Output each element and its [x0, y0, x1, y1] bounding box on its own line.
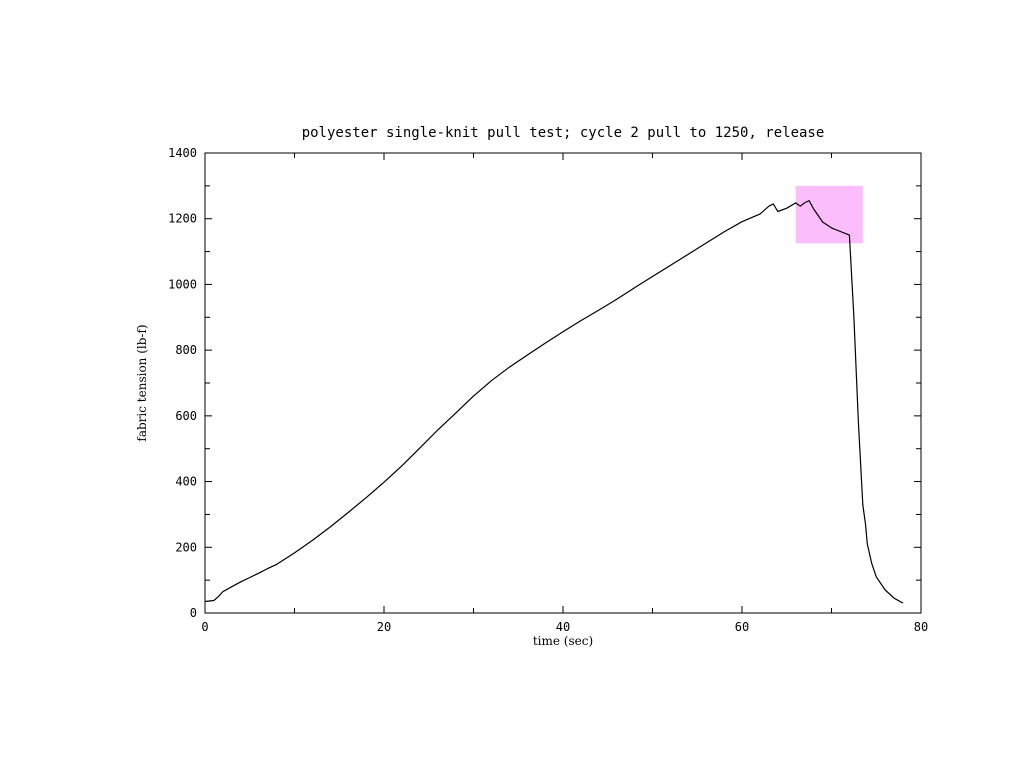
y-axis-ticks: 0 200 400 600 800 1000 1200 1400: [168, 146, 921, 620]
x-tick-label: 20: [377, 620, 391, 634]
x-axis-label: time (sec): [533, 634, 593, 648]
x-tick-label: 40: [556, 620, 570, 634]
y-tick-label: 1000: [168, 277, 197, 291]
y-tick-label: 400: [175, 475, 197, 489]
y-tick-label: 600: [175, 409, 197, 423]
x-tick-label: 0: [201, 620, 208, 634]
y-tick-label: 200: [175, 540, 197, 554]
y-tick-label: 800: [175, 343, 197, 357]
x-axis-ticks: 0 20 40 60 80: [201, 153, 928, 634]
x-tick-label: 80: [914, 620, 928, 634]
series-line-0: [204, 200, 904, 604]
highlight-region: [795, 185, 863, 244]
highlight-layer: [795, 185, 863, 244]
x-tick-label: 60: [735, 620, 749, 634]
chart-title: polyester single-knit pull test; cycle 2…: [302, 125, 825, 141]
series-layer: [204, 200, 904, 604]
y-tick-label: 1200: [168, 212, 197, 226]
y-tick-label: 1400: [168, 146, 197, 160]
y-axis-label: fabric tension (lb-f): [135, 324, 149, 441]
y-tick-label: 0: [190, 606, 197, 620]
